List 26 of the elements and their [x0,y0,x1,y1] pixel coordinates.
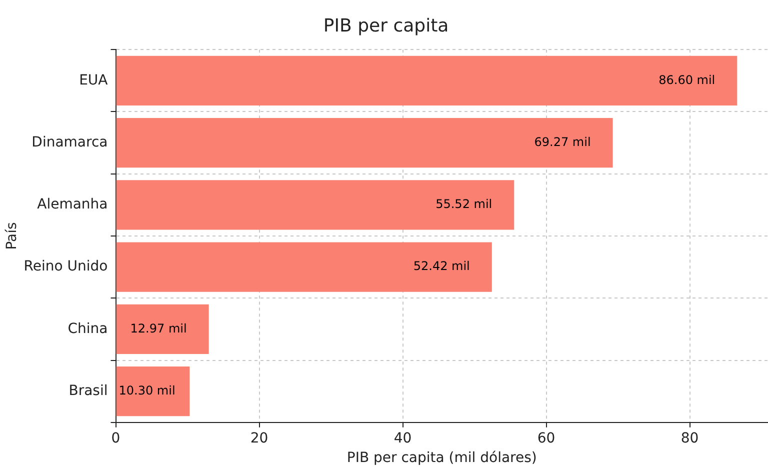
x-tick-label: 60 [537,430,556,446]
x-tick-label: 80 [680,430,699,446]
bar [116,118,613,168]
y-tick-label: China [68,320,108,337]
data-label: 10.30 mil [118,383,176,398]
x-tick-label: 20 [250,430,268,446]
data-label: 69.27 mil [534,134,591,149]
chart-title: PIB per capita [323,15,449,36]
bar [116,242,492,292]
y-axis-title: País [4,222,20,250]
data-label: 55.52 mil [436,197,492,212]
bar [116,304,209,354]
data-label: 86.60 mil [658,72,716,87]
y-tick-label: Alemanha [37,196,108,213]
x-tick-label: 40 [394,430,412,446]
bar [116,366,190,416]
y-tick-label: Dinamarca [32,134,108,150]
bar [116,56,738,106]
y-tick-label: EUA [79,72,108,88]
data-label: 52.42 mil [413,259,470,274]
x-axis-title: PIB per capita (mil dólares) [346,450,537,466]
x-tick-label: 0 [111,430,120,446]
y-tick-label: Brasil [68,382,108,399]
y-tick-label: Reino Unido [24,258,108,275]
bar [116,180,514,230]
data-label: 12.97 mil [130,321,187,336]
